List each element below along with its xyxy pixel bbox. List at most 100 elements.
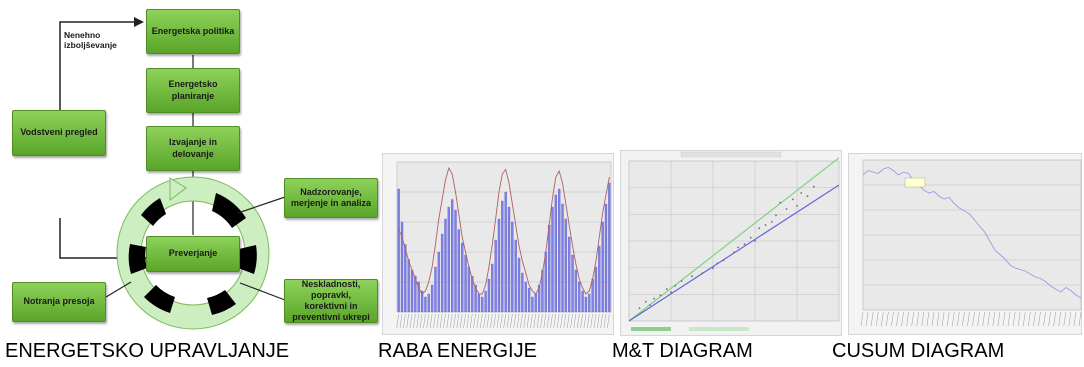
x-tick-label bbox=[436, 313, 440, 329]
box-nonconformity: Neskladnosti, popravki, korektivni in pr… bbox=[284, 279, 378, 323]
caption-mt-diagram: M&T DIAGRAM bbox=[612, 340, 753, 362]
energy-bar bbox=[504, 191, 507, 313]
energy-bar bbox=[581, 290, 584, 313]
energy-bar bbox=[601, 221, 604, 313]
data-point bbox=[749, 236, 752, 239]
x-tick-label bbox=[560, 313, 563, 329]
x-tick-label bbox=[493, 313, 496, 329]
x-tick-label bbox=[1033, 311, 1036, 327]
energy-bar bbox=[507, 206, 511, 313]
x-tick-label bbox=[875, 311, 879, 327]
energy-bar bbox=[461, 242, 464, 313]
energy-bar bbox=[568, 236, 571, 313]
x-tick-label bbox=[556, 313, 560, 329]
energy-bar bbox=[487, 278, 491, 313]
energy-bar bbox=[537, 284, 541, 313]
energy-bar bbox=[484, 290, 487, 313]
x-tick-label bbox=[513, 313, 516, 329]
tooltip-box bbox=[904, 177, 926, 188]
data-point bbox=[659, 294, 662, 297]
x-tick-label bbox=[896, 311, 899, 327]
x-tick-label bbox=[483, 313, 486, 329]
energy-bar bbox=[491, 263, 494, 313]
caption-energy-management: ENERGETSKO UPRAVLJANJE bbox=[5, 340, 290, 362]
energy-bar bbox=[454, 209, 457, 313]
x-tick-label bbox=[540, 313, 543, 329]
energy-bar bbox=[424, 296, 427, 313]
data-point bbox=[754, 240, 756, 242]
x-tick-label bbox=[992, 311, 996, 327]
x-tick-label bbox=[906, 311, 909, 327]
data-point bbox=[770, 220, 773, 223]
x-tick-label bbox=[416, 313, 419, 329]
x-tick-label bbox=[941, 311, 945, 327]
energy-bar bbox=[608, 182, 611, 313]
energy-bar bbox=[551, 206, 554, 313]
energy-bar bbox=[531, 296, 534, 313]
box-energy-policy: Energetska politika bbox=[146, 9, 240, 54]
data-point bbox=[737, 246, 740, 249]
x-tick-label bbox=[543, 313, 547, 329]
energy-bar bbox=[501, 200, 504, 313]
x-tick-label bbox=[490, 313, 493, 329]
x-tick-label bbox=[1073, 311, 1077, 327]
box-energy-planning: Energetsko planiranje bbox=[146, 68, 240, 113]
data-point bbox=[712, 267, 714, 270]
x-tick-label bbox=[1028, 311, 1031, 327]
x-tick-label bbox=[566, 313, 570, 329]
data-point bbox=[670, 291, 672, 294]
data-point bbox=[800, 192, 803, 194]
energy-use-chart bbox=[382, 153, 614, 335]
energy-bar bbox=[521, 272, 524, 313]
x-tick-label bbox=[881, 311, 884, 327]
x-tick-label bbox=[957, 311, 960, 327]
energy-bar bbox=[514, 239, 517, 313]
energy-bar bbox=[578, 281, 581, 313]
energy-bar bbox=[407, 259, 410, 313]
energy-bar bbox=[588, 293, 591, 313]
box-implementation: Izvajanje in delovanje bbox=[146, 126, 240, 171]
x-tick-label bbox=[496, 313, 500, 329]
x-tick-label bbox=[506, 313, 510, 329]
energy-bar bbox=[420, 290, 424, 313]
chart-header-bar bbox=[680, 151, 782, 158]
x-tick-label bbox=[997, 311, 1001, 327]
x-tick-label bbox=[597, 313, 600, 329]
data-point bbox=[733, 251, 735, 254]
x-tick-label bbox=[1002, 311, 1006, 327]
energy-bar bbox=[444, 218, 447, 313]
x-tick-label bbox=[526, 313, 530, 329]
x-tick-label bbox=[587, 313, 590, 329]
data-point bbox=[775, 214, 777, 217]
energy-bar bbox=[477, 293, 481, 313]
energy-bar bbox=[517, 257, 521, 313]
data-point bbox=[791, 198, 794, 201]
x-tick-label bbox=[546, 313, 550, 329]
x-tick-label bbox=[439, 313, 443, 329]
x-tick-label bbox=[987, 311, 990, 327]
energy-bar bbox=[511, 221, 514, 313]
x-tick-label bbox=[553, 313, 557, 329]
energy-bar bbox=[534, 293, 537, 313]
x-tick-label bbox=[972, 311, 975, 327]
x-tick-label bbox=[570, 313, 573, 329]
data-point bbox=[638, 307, 641, 310]
x-tick-label bbox=[563, 313, 567, 329]
energy-bar bbox=[591, 278, 594, 313]
energy-bar bbox=[467, 266, 471, 313]
pdca-cycle-ring bbox=[116, 176, 270, 330]
x-tick-label bbox=[1043, 311, 1046, 327]
x-tick-label bbox=[576, 313, 580, 329]
data-point bbox=[758, 227, 761, 230]
x-tick-label bbox=[926, 311, 930, 327]
energy-bar bbox=[564, 218, 568, 313]
data-point bbox=[806, 195, 809, 198]
energy-use-svg bbox=[396, 161, 612, 329]
energy-bar bbox=[547, 224, 551, 313]
x-tick-label bbox=[426, 313, 430, 329]
x-tick-label bbox=[480, 313, 483, 329]
x-tick-label bbox=[466, 313, 470, 329]
x-tick-label bbox=[967, 311, 970, 327]
box-management-review: Vodstveni pregled bbox=[12, 110, 106, 156]
